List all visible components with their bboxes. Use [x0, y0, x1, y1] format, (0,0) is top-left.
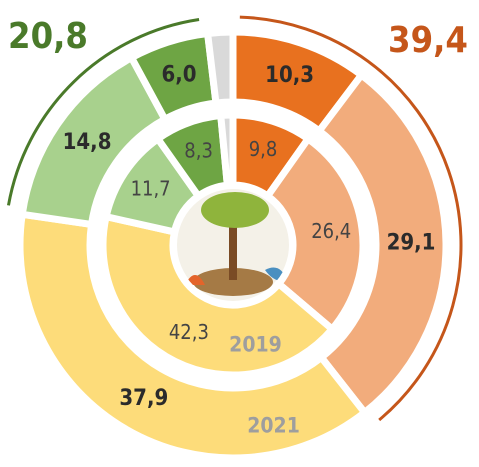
center-illustration: [177, 189, 289, 301]
slice: [262, 133, 367, 335]
slice-label: 8,3: [184, 139, 213, 163]
ring-name: 2019: [229, 333, 282, 357]
slice-label: 10,3: [265, 63, 314, 88]
slice-label: 29,1: [387, 230, 436, 255]
slice-label: 9,8: [249, 137, 278, 161]
group-label: 39,4: [388, 20, 468, 61]
slice: [16, 210, 370, 462]
slice: [203, 28, 237, 107]
slice-label: 14,8: [63, 130, 112, 155]
slice: [216, 111, 237, 190]
group-arc: [239, 15, 463, 422]
slice: [99, 212, 338, 379]
slice: [314, 70, 450, 418]
ring-name: 2021: [247, 414, 300, 438]
slice-label: 6,0: [162, 62, 197, 87]
slice-label: 42,3: [169, 320, 209, 344]
slice-label: 37,9: [119, 386, 168, 411]
group-label: 20,8: [8, 16, 88, 57]
group-arc: [6, 18, 200, 206]
slice-label: 11,7: [131, 177, 171, 201]
slice-label: 26,4: [311, 219, 351, 243]
